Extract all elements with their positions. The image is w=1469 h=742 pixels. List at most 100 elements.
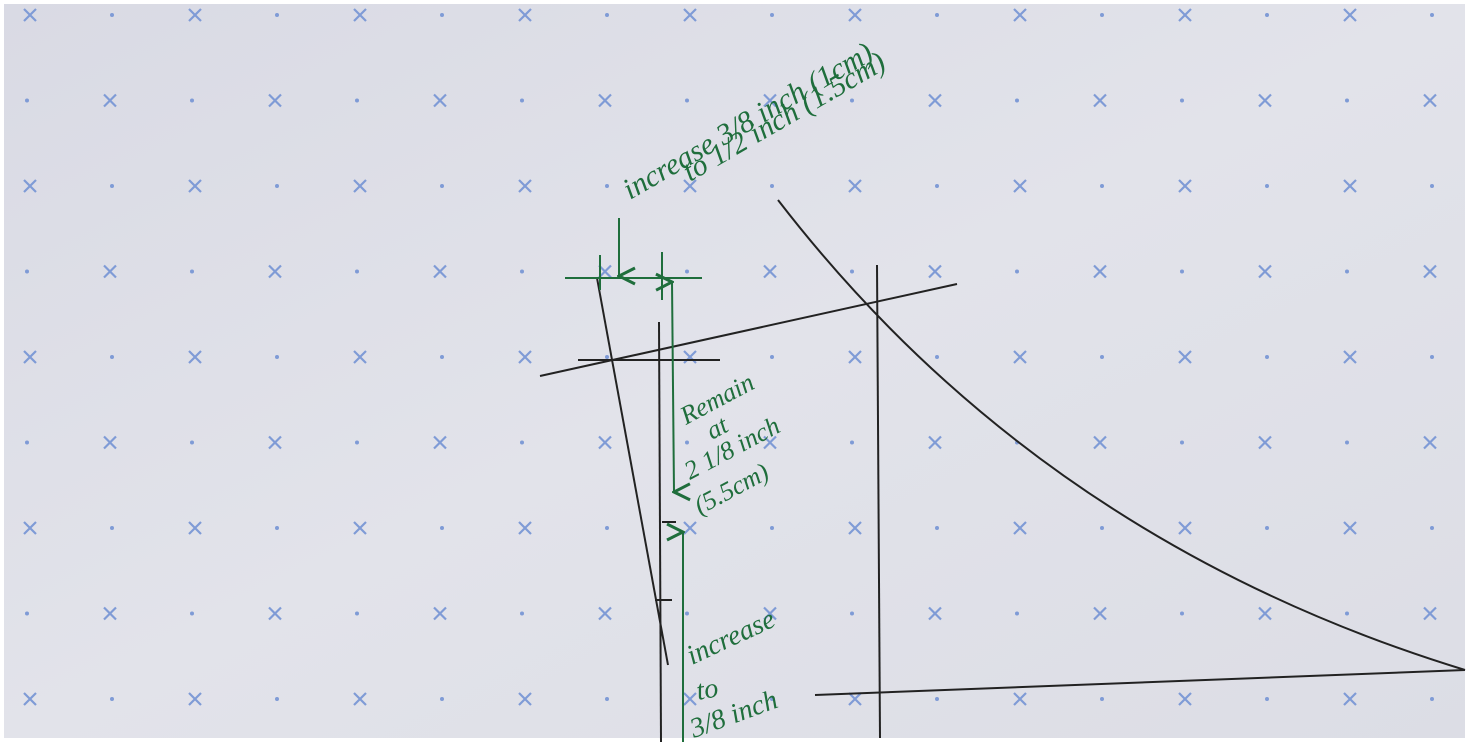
grid-cross bbox=[1013, 179, 1027, 193]
grid-dot bbox=[850, 269, 854, 274]
grid-cross bbox=[1013, 521, 1027, 535]
grid-dot bbox=[1015, 611, 1019, 616]
grid-dot bbox=[190, 269, 194, 274]
grid-cross bbox=[763, 435, 777, 450]
grid-cross bbox=[433, 435, 447, 450]
grid-cross bbox=[188, 692, 202, 706]
grid-cross bbox=[23, 179, 37, 193]
grid-cross bbox=[763, 264, 777, 279]
grid-dot bbox=[935, 184, 939, 188]
grid-cross bbox=[433, 93, 447, 108]
grid-cross bbox=[188, 8, 202, 22]
grid-cross bbox=[1178, 8, 1192, 22]
grid-cross bbox=[848, 350, 862, 364]
grid-dot bbox=[110, 697, 114, 701]
grid-dot bbox=[520, 269, 524, 274]
grid-cross bbox=[1258, 435, 1272, 450]
grid-cross bbox=[1343, 8, 1357, 22]
grid-dot bbox=[110, 13, 114, 17]
grid-cross bbox=[848, 8, 862, 22]
grid-dot bbox=[935, 697, 939, 701]
grid-cross bbox=[1178, 179, 1192, 193]
grid-cross bbox=[433, 606, 447, 621]
grid-cross bbox=[928, 606, 942, 621]
grid-dot bbox=[355, 98, 359, 103]
grid-cross bbox=[1258, 264, 1272, 279]
grid-dot bbox=[1015, 269, 1019, 274]
grid-cross bbox=[353, 8, 367, 22]
annotation-line: to bbox=[694, 673, 721, 707]
grid-dot bbox=[1265, 355, 1269, 359]
grid-dot bbox=[355, 269, 359, 274]
grid-cross bbox=[268, 93, 282, 108]
grid-dot bbox=[1265, 13, 1269, 17]
grid-cross bbox=[23, 350, 37, 364]
grid-dot bbox=[1100, 355, 1104, 359]
grid-cross bbox=[1423, 93, 1437, 108]
grid-cross bbox=[103, 435, 117, 450]
grid-cross bbox=[1343, 179, 1357, 193]
grid-dot bbox=[1430, 526, 1434, 530]
grid-dot bbox=[685, 98, 689, 103]
grid-dot bbox=[1180, 611, 1184, 616]
grid-cross bbox=[188, 521, 202, 535]
grid-dot bbox=[1100, 526, 1104, 530]
grid-dot bbox=[1430, 13, 1434, 17]
grid-dot bbox=[275, 184, 279, 188]
grid-dot bbox=[770, 355, 774, 359]
grid-cross bbox=[1423, 264, 1437, 279]
grid-cross bbox=[848, 692, 862, 706]
grid-dot bbox=[440, 184, 444, 188]
grid-dot bbox=[25, 269, 29, 274]
grid-dot bbox=[850, 440, 854, 445]
line bbox=[814, 669, 1466, 696]
grid-cross bbox=[1343, 350, 1357, 364]
grid-dot bbox=[275, 355, 279, 359]
curve bbox=[777, 199, 1466, 671]
grid-dot bbox=[440, 355, 444, 359]
grid-dot bbox=[1180, 440, 1184, 445]
grid-dot bbox=[605, 526, 609, 530]
grid-cross bbox=[268, 435, 282, 450]
grid-dot bbox=[605, 355, 609, 359]
grid-dot bbox=[850, 611, 854, 616]
grid-cross bbox=[268, 606, 282, 621]
grid-cross bbox=[518, 8, 532, 22]
grid-dot bbox=[275, 13, 279, 17]
grid-cross bbox=[1258, 93, 1272, 108]
grid-dot bbox=[1265, 697, 1269, 701]
grid-dot bbox=[1265, 184, 1269, 188]
grid-dot bbox=[1180, 98, 1184, 103]
grid-cross bbox=[928, 93, 942, 108]
grid-cross bbox=[1013, 8, 1027, 22]
grid-cross bbox=[103, 93, 117, 108]
grid-cross bbox=[1423, 435, 1437, 450]
grid-dot bbox=[770, 526, 774, 530]
grid-dot bbox=[355, 440, 359, 445]
grid-cross bbox=[518, 179, 532, 193]
grid-dot bbox=[935, 13, 939, 17]
grid-cross bbox=[518, 350, 532, 364]
grid-cross bbox=[1178, 521, 1192, 535]
grid-cross bbox=[683, 692, 697, 706]
grid-dot bbox=[1345, 440, 1349, 445]
grid-dot bbox=[1265, 526, 1269, 530]
grid-cross bbox=[23, 8, 37, 22]
grid-dot bbox=[190, 98, 194, 103]
grid-cross bbox=[188, 350, 202, 364]
grid-dot bbox=[770, 697, 774, 701]
grid-cross bbox=[1093, 93, 1107, 108]
grid-cross bbox=[598, 606, 612, 621]
grid-cross bbox=[353, 692, 367, 706]
grid-cross bbox=[1093, 264, 1107, 279]
grid-dot bbox=[685, 611, 689, 616]
grid-dot bbox=[605, 184, 609, 188]
grid-dot bbox=[1180, 269, 1184, 274]
grid-cross bbox=[268, 264, 282, 279]
pattern-lines bbox=[539, 199, 1466, 742]
green-marks bbox=[565, 218, 702, 742]
grid-dot bbox=[355, 611, 359, 616]
grid-cross bbox=[23, 521, 37, 535]
